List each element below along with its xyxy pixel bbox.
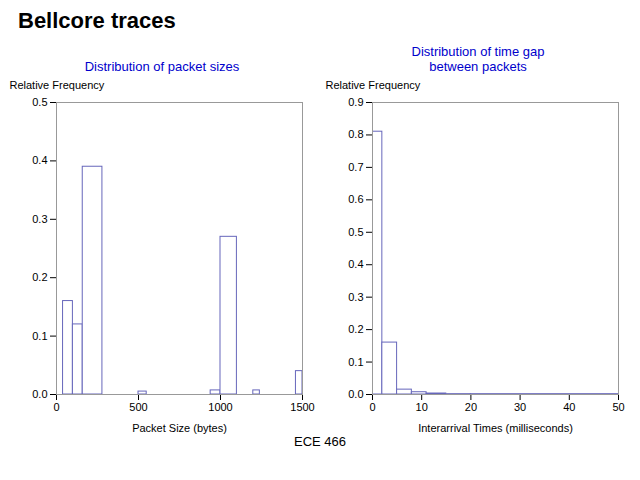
svg-text:0.1: 0.1	[348, 356, 363, 368]
svg-text:0.8: 0.8	[348, 128, 363, 140]
svg-text:0.0: 0.0	[32, 388, 47, 400]
svg-text:0: 0	[369, 401, 375, 413]
svg-text:Interarrival Times (millisecon: Interarrival Times (milliseconds)	[418, 422, 573, 434]
svg-text:0.7: 0.7	[348, 161, 363, 173]
svg-text:0.5: 0.5	[348, 226, 363, 238]
svg-text:500: 500	[129, 401, 147, 413]
html-text:ECE 466: ECE 466	[294, 434, 346, 449]
svg-text:0.2: 0.2	[348, 323, 363, 335]
html-text:Distribution of time gap betwe: Distribution of time gap between packets	[411, 44, 545, 74]
svg-text:0.0: 0.0	[348, 388, 363, 400]
svg-text:1500: 1500	[290, 401, 314, 413]
svg-text:Relative Frequency: Relative Frequency	[10, 79, 105, 91]
svg-text:0.3: 0.3	[32, 213, 47, 225]
html-text:Distribution of packet sizes: Distribution of packet sizes	[84, 59, 240, 74]
html-text:Bellcore traces: Bellcore traces	[18, 8, 176, 33]
svg-text:30: 30	[514, 401, 526, 413]
svg-text:0: 0	[53, 401, 59, 413]
svg-text:0.4: 0.4	[32, 154, 47, 166]
svg-text:40: 40	[563, 401, 575, 413]
svg-text:0.5: 0.5	[32, 96, 47, 108]
svg-text:Packet Size (bytes): Packet Size (bytes)	[132, 422, 227, 434]
svg-text:0.6: 0.6	[348, 193, 363, 205]
svg-text:0.3: 0.3	[348, 291, 363, 303]
svg-text:20: 20	[465, 401, 477, 413]
svg-text:10: 10	[416, 401, 428, 413]
svg-text:1000: 1000	[208, 401, 232, 413]
svg-text:0.9: 0.9	[348, 96, 363, 108]
svg-text:0.4: 0.4	[348, 258, 363, 270]
svg-text:50: 50	[612, 401, 624, 413]
svg-text:0.1: 0.1	[32, 330, 47, 342]
svg-text:0.2: 0.2	[32, 271, 47, 283]
svg-text:Relative Frequency: Relative Frequency	[326, 79, 421, 91]
